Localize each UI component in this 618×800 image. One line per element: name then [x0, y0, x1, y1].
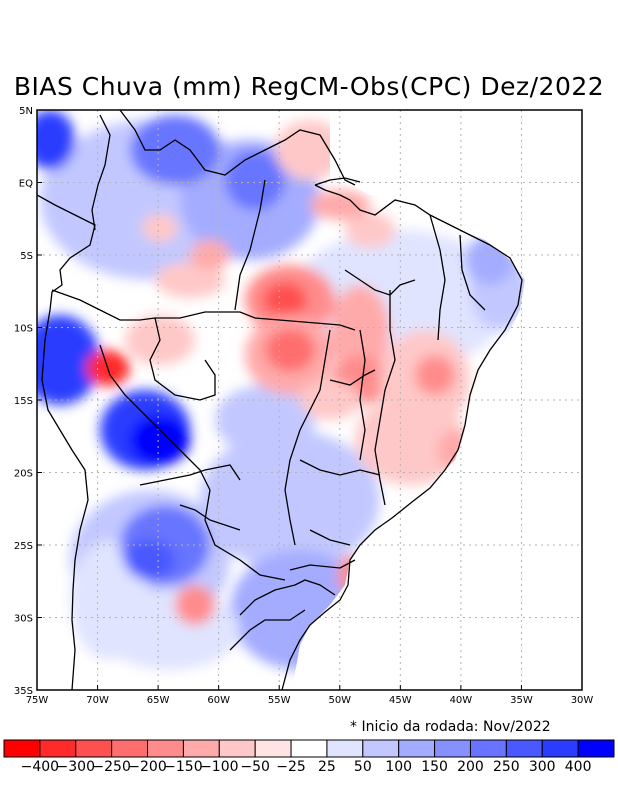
- lon-tick-label: 45W: [389, 695, 412, 706]
- grid-lines: [37, 110, 582, 690]
- colorbar-label: −300: [57, 759, 95, 775]
- colorbar-swatch: [326, 739, 364, 758]
- lat-tick-label: 15S: [14, 396, 33, 407]
- bias-field: [37, 110, 582, 690]
- colorbar-swatch: [434, 739, 471, 758]
- colorbar-swatch: [254, 739, 292, 758]
- lon-tick-label: 35W: [510, 695, 533, 706]
- colorbar-swatch: [541, 739, 579, 758]
- lat-tick-label: 35S: [14, 686, 33, 697]
- colorbar-swatch: [111, 739, 149, 758]
- lat-tick-label: 10S: [14, 324, 33, 335]
- lon-tick-label: 50W: [328, 695, 351, 706]
- lon-tick-label: 40W: [450, 695, 473, 706]
- lat-tick-label: EQ: [19, 179, 33, 190]
- colorbar-label: −250: [92, 759, 130, 775]
- colorbar-label: 200: [457, 759, 484, 775]
- colorbar-label: 100: [385, 759, 412, 775]
- colorbar-label: 50: [354, 759, 372, 775]
- lat-tick-label: 25S: [14, 541, 33, 552]
- lat-tick-label: 5N: [19, 106, 33, 117]
- colorbar-label: −150: [164, 759, 202, 775]
- colorbar-label: 250: [493, 759, 520, 775]
- footnote-run-start: * Inicio da rodada: Nov/2022: [350, 719, 551, 735]
- lat-tick-label: 30S: [14, 614, 33, 625]
- colorbar-swatch: [398, 739, 436, 758]
- colorbar-label: 300: [529, 759, 556, 775]
- colorbar-swatch: [75, 739, 113, 758]
- colorbar-swatch: [3, 739, 41, 758]
- map-title: BIAS Chuva (mm) RegCM-Obs(CPC) Dez/2022: [13, 72, 605, 101]
- colorbar-label: 400: [565, 759, 592, 775]
- lon-tick-label: 30W: [571, 695, 594, 706]
- lon-tick-label: 65W: [147, 695, 170, 706]
- colorbar-label: 150: [421, 759, 448, 775]
- colorbar-label: −200: [128, 759, 166, 775]
- lat-tick-label: 5S: [20, 251, 33, 262]
- lat-tick-label: 20S: [14, 469, 33, 480]
- colorbar-swatch: [505, 739, 543, 758]
- colorbar-swatch: [290, 739, 328, 758]
- colorbar-swatch: [577, 739, 615, 758]
- colorbar-label: −50: [240, 759, 270, 775]
- colorbar-swatch: [362, 739, 400, 758]
- lon-tick-label: 75W: [26, 695, 49, 706]
- lon-tick-label: 55W: [268, 695, 291, 706]
- lon-tick-label: 60W: [207, 695, 230, 706]
- colorbar-swatch: [147, 739, 184, 758]
- coastline-borders: [37, 110, 523, 690]
- colorbar-swatch: [469, 739, 507, 758]
- colorbar-label: −100: [200, 759, 238, 775]
- colorbar-swatch: [218, 739, 256, 758]
- colorbar-label: 25: [318, 759, 336, 775]
- colorbar-label: −25: [276, 759, 306, 775]
- colorbar-label: −400: [21, 759, 59, 775]
- colorbar-swatch: [182, 739, 220, 758]
- colorbar-swatch: [39, 739, 77, 758]
- lon-tick-label: 70W: [86, 695, 109, 706]
